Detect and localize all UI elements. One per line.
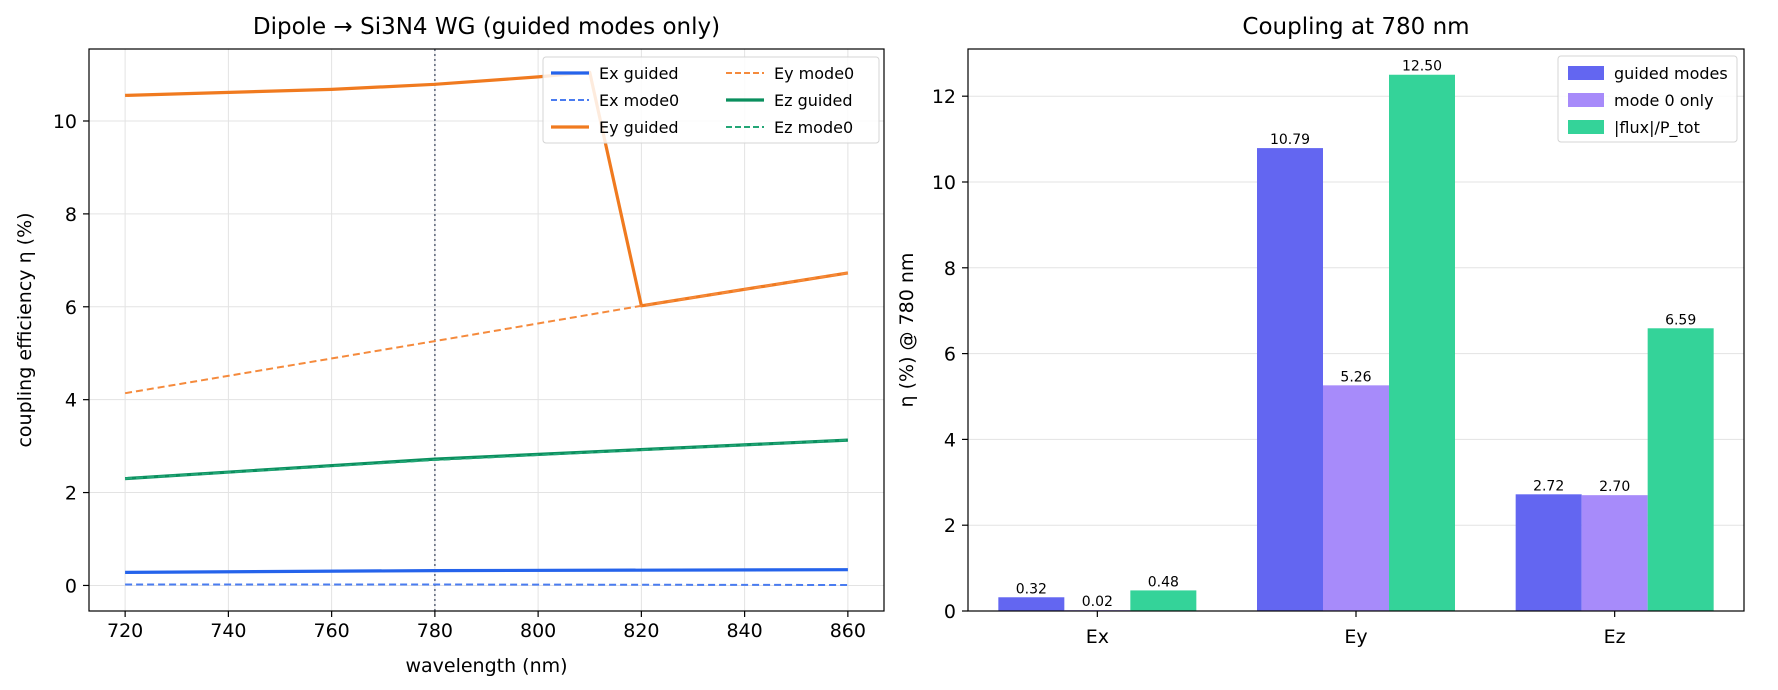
legend-label: Ex mode0 [599, 91, 679, 110]
series-line-ez-mode0 [125, 439, 848, 480]
legend-label: guided modes [1614, 64, 1728, 83]
series-line-ey-mode0 [124, 271, 849, 395]
bar-ex-0 [998, 597, 1065, 611]
bar-ey-2 [1389, 74, 1455, 611]
plot-frame [967, 48, 1745, 612]
legend-swatch [1568, 93, 1604, 107]
x-tick-label: 860 [830, 620, 866, 642]
y-tick-label: 4 [944, 429, 956, 451]
x-tick-label: 740 [210, 620, 246, 642]
x-tick-label: 840 [726, 620, 762, 642]
x-tick-label: 820 [623, 620, 659, 642]
series-line-ex-mode0 [125, 583, 848, 586]
data-label: 2.70 [1599, 479, 1630, 495]
x-tick-label: 720 [107, 620, 143, 642]
x-tick-label: Ez [1604, 626, 1626, 648]
y-tick-label: 8 [65, 204, 77, 226]
data-label: 2.72 [1533, 478, 1564, 494]
bar-ez-2 [1647, 328, 1714, 611]
legend-label: Ex guided [599, 64, 679, 83]
y-tick-label: 10 [53, 111, 77, 133]
bar-ez-1 [1581, 495, 1648, 611]
x-tick-label: 800 [520, 620, 556, 642]
legend-box [542, 56, 880, 144]
series-line-ez-guided [124, 438, 848, 481]
x-tick-label: Ex [1086, 626, 1109, 648]
data-label: 0.48 [1148, 574, 1179, 590]
series-line-ex-guided [125, 568, 848, 574]
bar-ez-0 [1515, 494, 1582, 611]
data-label: 12.50 [1402, 59, 1442, 75]
x-axis-label: wavelength (nm) [405, 655, 567, 677]
legend-label: |flux|/P_tot [1614, 118, 1700, 138]
bar-chart-panel: 0.32 0.02 0.48 Ex 10.79 5.26 12.50 Ey 2.72 2.70 6.… [896, 14, 1745, 648]
y-tick-label: 2 [944, 515, 956, 537]
legend-label: Ez mode0 [774, 118, 853, 137]
y-tick-label: 6 [944, 344, 956, 366]
legend-swatch [1568, 66, 1604, 80]
bar-ey-0 [1257, 148, 1323, 611]
bar-ey-1 [1323, 385, 1389, 611]
x-tick-label: Ey [1344, 626, 1367, 648]
x-tick-label: 780 [417, 620, 453, 642]
y-tick-label: 2 [65, 483, 77, 505]
legend-label: Ey guided [599, 118, 679, 137]
legend-label: mode 0 only [1614, 91, 1714, 110]
y-tick-label: 0 [944, 601, 956, 623]
y-tick-label: 4 [65, 390, 77, 412]
legend-label: Ey mode0 [774, 64, 854, 83]
y-tick-label: 10 [932, 172, 956, 194]
chart-title: Dipole → Si3N4 WG (guided modes only) [253, 14, 720, 40]
y-tick-label: 12 [932, 86, 956, 108]
legend-swatch [1568, 120, 1604, 134]
bar-ex-2 [1130, 590, 1197, 611]
data-label: 6.59 [1665, 312, 1696, 328]
y-tick-label: 0 [65, 575, 77, 597]
y-tick-label: 6 [65, 297, 77, 319]
plot-frame [88, 48, 885, 612]
legend-label: Ez guided [774, 91, 853, 110]
data-label: 0.02 [1082, 594, 1113, 610]
data-label: 0.32 [1016, 581, 1047, 597]
x-tick-label: 760 [313, 620, 349, 642]
y-axis-label: η (%) @ 780 nm [896, 253, 918, 408]
y-axis-label: coupling efficiency η (%) [14, 212, 36, 447]
y-tick-label: 8 [944, 258, 956, 280]
data-label: 5.26 [1340, 369, 1371, 385]
chart-title: Coupling at 780 nm [1242, 14, 1469, 40]
data-label: 10.79 [1270, 132, 1310, 148]
line-chart-panel: 720 740 760 780 800 820 840 860 0 2 4 6 8 10 Dipole → … [14, 14, 885, 677]
